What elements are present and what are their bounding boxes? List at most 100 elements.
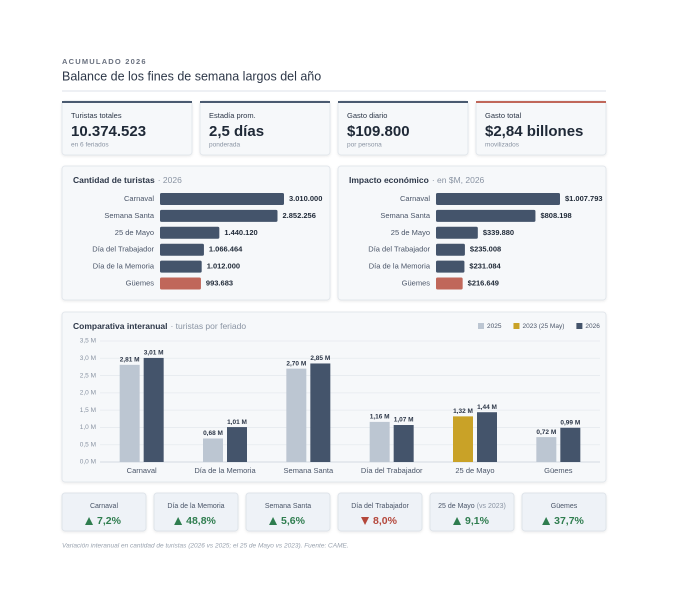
legend-label: 2025: [487, 323, 502, 330]
category-label: Día del Trabajador: [92, 245, 154, 254]
value-label: 0,68 M: [203, 430, 223, 437]
change-name: Día del Trabajador: [351, 503, 409, 510]
change-arrow: [269, 517, 278, 525]
kpi-note: en 6 feriados: [71, 142, 109, 149]
kpi-accent: [200, 101, 330, 103]
change-card: [429, 492, 515, 532]
y-tick-label: 1,5 M: [80, 407, 96, 414]
legend-swatch: [513, 323, 520, 329]
kpi-label: Gasto total: [485, 111, 522, 120]
kpi-accent: [338, 101, 468, 103]
change-card: [61, 492, 147, 532]
kpi-note: ponderada: [209, 142, 240, 149]
value-label: $231.084: [469, 262, 501, 271]
change-arrow: [361, 517, 370, 525]
bar: [227, 427, 247, 462]
bar: [453, 416, 473, 462]
kpi-label: Estadía prom.: [209, 111, 256, 120]
legend-label: 2026: [585, 323, 600, 330]
category-label: 25 de Mayo: [391, 228, 430, 237]
change-qualifier: (vs 2023): [477, 503, 506, 510]
title-sub: · turistas por feriado: [170, 321, 246, 331]
bar: [536, 437, 557, 462]
kpi-label: Turistas totales: [71, 111, 122, 120]
value-label: 0,99 M: [560, 419, 580, 426]
panel: [61, 311, 607, 483]
panel-title: Impacto económico · en $M, 2026: [349, 175, 485, 185]
y-tick-label: 2,5 M: [80, 372, 96, 379]
page-title: Balance de los fines de semana largos de…: [62, 69, 321, 83]
bar: [436, 243, 465, 256]
change-card: [337, 492, 423, 532]
value-label: 3.010.000: [289, 194, 322, 203]
bar: [393, 425, 414, 462]
value-label: 2.852.256: [283, 211, 316, 220]
value-label: 1,32 M: [453, 408, 473, 415]
bar: [436, 193, 560, 205]
change-value: 7,2%: [97, 515, 122, 527]
category-label: Güemes: [126, 278, 155, 287]
legend-swatch: [478, 323, 484, 329]
value-label: 1.440.120: [224, 228, 257, 237]
kpi-value: $2,84 billones: [485, 123, 583, 140]
category-label: Día del Trabajador: [368, 245, 430, 254]
change-arrow: [174, 517, 183, 525]
change-label: Carnaval: [90, 503, 118, 510]
change-value: 48,8%: [186, 515, 216, 527]
y-tick-label: 0,5 M: [80, 441, 96, 448]
change-value: 9,1%: [465, 515, 490, 527]
x-tick-label: Güemes: [544, 466, 573, 475]
footnote: Variación interanual en cantidad de turi…: [62, 543, 349, 550]
category-label: Güemes: [402, 278, 431, 287]
change-value: 8,0%: [373, 515, 398, 527]
change-label: Güemes: [551, 503, 578, 510]
bar: [160, 277, 201, 290]
legend-swatch: [576, 323, 583, 329]
kpi-label: Gasto diario: [347, 111, 387, 120]
kpi-value: $109.800: [347, 123, 410, 140]
value-label: $235.008: [470, 245, 501, 254]
x-tick-label: 25 de Mayo: [455, 466, 494, 475]
kpi-accent: [62, 101, 192, 103]
kpi-value: 2,5 días: [209, 123, 264, 140]
bar: [369, 421, 390, 462]
change-name: Carnaval: [90, 503, 118, 510]
value-label: 1,07 M: [394, 417, 414, 424]
value-label: $1.007.793: [565, 194, 603, 203]
title-main: Comparativa interanual: [73, 321, 167, 331]
change-arrow: [542, 517, 551, 525]
title-sub: · en $M, 2026: [432, 175, 485, 185]
bar: [160, 260, 202, 273]
change-name: 25 de Mayo: [438, 503, 475, 510]
kicker: ACUMULADO 2026: [62, 57, 147, 66]
x-tick-label: Día de la Memoria: [194, 466, 256, 475]
bar: [160, 193, 284, 205]
category-label: Semana Santa: [380, 211, 430, 220]
value-label: 1.066.464: [209, 245, 243, 254]
panel-title: Comparativa interanual · turistas por fer…: [73, 321, 246, 331]
change-arrow: [453, 517, 462, 525]
y-tick-label: 3,0 M: [80, 355, 96, 362]
bar: [119, 364, 140, 462]
kpi-accent: [476, 101, 606, 103]
bar: [143, 357, 164, 462]
x-tick-label: Semana Santa: [284, 466, 334, 475]
y-tick-label: 2,0 M: [80, 390, 96, 397]
value-label: 1,16 M: [370, 414, 390, 421]
bar: [160, 226, 220, 239]
value-label: 0,72 M: [536, 429, 556, 436]
category-label: Día de la Memoria: [93, 262, 155, 271]
value-label: 2,85 M: [310, 355, 330, 362]
bar: [286, 368, 307, 462]
change-name: Día de la Memoria: [167, 503, 224, 510]
value-label: $216.649: [468, 278, 499, 287]
change-card: [245, 492, 331, 532]
y-tick-label: 1,0 M: [80, 424, 96, 431]
kpi-note: por persona: [347, 142, 382, 149]
bar: [436, 277, 463, 290]
bar: [436, 260, 465, 273]
change-label: Día de la Memoria: [167, 503, 224, 510]
bar: [160, 243, 204, 256]
value-label: 1,44 M: [477, 404, 497, 411]
